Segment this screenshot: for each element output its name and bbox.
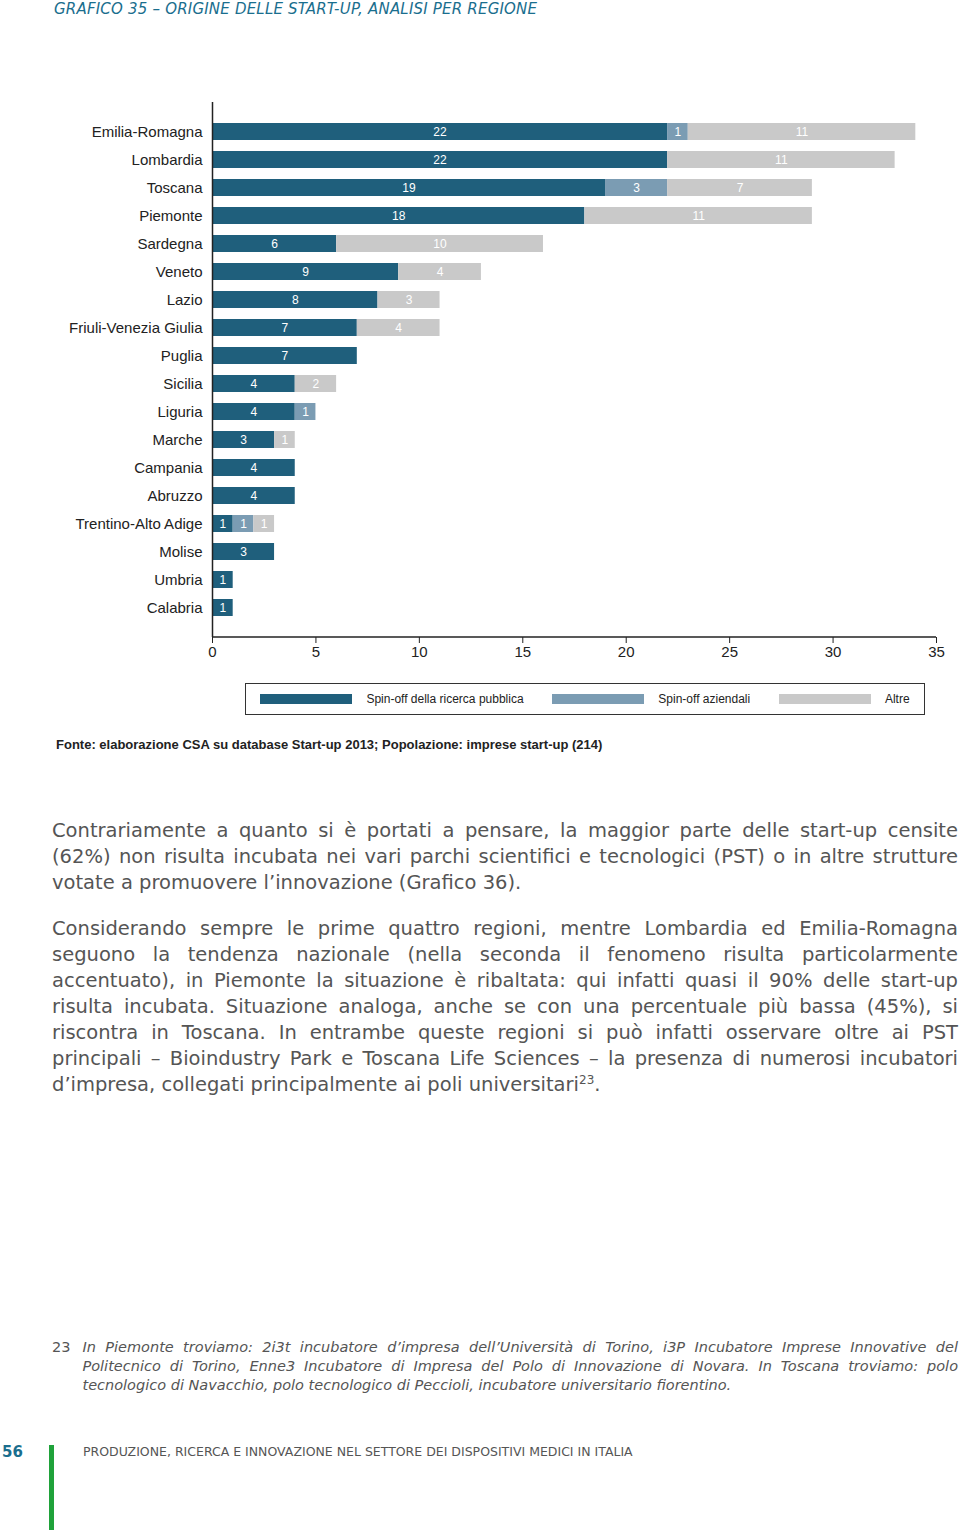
- svg-text:11: 11: [692, 209, 705, 223]
- svg-text:25: 25: [721, 643, 738, 660]
- svg-text:15: 15: [514, 643, 531, 660]
- svg-text:3: 3: [240, 433, 247, 447]
- svg-text:Liguria: Liguria: [157, 403, 203, 420]
- svg-text:Calabria: Calabria: [147, 599, 204, 616]
- svg-text:35: 35: [928, 643, 945, 660]
- html-text:Spin-off della ricerca pubblic: Spin-off della ricerca pubblica: [366, 692, 524, 706]
- html-text:Fonte: elaborazione CSA su dat: Fonte: elaborazione CSA su database Star…: [56, 737, 603, 752]
- svg-text:19: 19: [402, 181, 416, 195]
- svg-text:10: 10: [433, 237, 447, 251]
- svg-text:Toscana: Toscana: [147, 179, 204, 196]
- svg-text:22: 22: [433, 153, 447, 167]
- svg-text:Umbria: Umbria: [154, 571, 203, 588]
- svg-text:18: 18: [392, 209, 406, 223]
- svg-text:4: 4: [251, 405, 258, 419]
- html-text:56: 56: [2, 1443, 23, 1461]
- svg-text:5: 5: [312, 643, 320, 660]
- svg-text:10: 10: [411, 643, 428, 660]
- svg-text:Lazio: Lazio: [167, 291, 203, 308]
- svg-text:Abruzzo: Abruzzo: [147, 487, 202, 504]
- svg-text:30: 30: [825, 643, 842, 660]
- svg-text:3: 3: [406, 293, 413, 307]
- svg-text:1: 1: [261, 517, 268, 531]
- svg-text:4: 4: [251, 377, 258, 391]
- svg-text:4: 4: [251, 489, 258, 503]
- svg-text:11: 11: [796, 125, 809, 139]
- html-text:Spin-off aziendali: Spin-off aziendali: [658, 692, 751, 706]
- html-text:In Piemonte troviamo: 2i3t inc: In Piemonte troviamo: 2i3t incubatore d’…: [82, 1339, 958, 1393]
- svg-text:3: 3: [633, 181, 640, 195]
- svg-text:7: 7: [282, 349, 289, 363]
- svg-text:20: 20: [618, 643, 635, 660]
- svg-text:1: 1: [219, 601, 226, 615]
- svg-text:Molise: Molise: [159, 543, 202, 560]
- svg-text:6: 6: [271, 237, 278, 251]
- svg-text:7: 7: [282, 321, 289, 335]
- svg-text:1: 1: [240, 517, 247, 531]
- html-text:23: 23: [52, 1339, 71, 1355]
- svg-text:Lombardia: Lombardia: [132, 151, 204, 168]
- svg-text:Emilia-Romagna: Emilia-Romagna: [92, 123, 204, 140]
- svg-text:4: 4: [395, 321, 402, 335]
- html-text:PRODUZIONE, RICERCA E INNOVAZI: PRODUZIONE, RICERCA E INNOVAZIONE NEL SE…: [83, 1444, 633, 1459]
- svg-text:1: 1: [675, 125, 682, 139]
- html-text:Considerando sempre le prime q: Considerando sempre le prime quattro reg…: [52, 917, 958, 1096]
- svg-text:Campania: Campania: [134, 459, 203, 476]
- svg-text:Trentino-Alto Adige: Trentino-Alto Adige: [75, 515, 202, 532]
- svg-text:Marche: Marche: [152, 431, 202, 448]
- html-text:GRAFICO 35 – ORIGINE DELLE STA: GRAFICO 35 – ORIGINE DELLE START-UP, ANA…: [54, 0, 538, 18]
- svg-text:Friuli-Venezia Giulia: Friuli-Venezia Giulia: [69, 319, 203, 336]
- html-text:Altre: Altre: [884, 692, 910, 706]
- svg-text:Sardegna: Sardegna: [137, 235, 203, 252]
- svg-text:3: 3: [240, 545, 247, 559]
- svg-text:1: 1: [282, 433, 289, 447]
- svg-text:Puglia: Puglia: [161, 347, 203, 364]
- svg-text:8: 8: [292, 293, 299, 307]
- svg-text:1: 1: [302, 405, 309, 419]
- svg-text:Sicilia: Sicilia: [163, 375, 203, 392]
- svg-text:22: 22: [433, 125, 447, 139]
- svg-text:Veneto: Veneto: [156, 263, 203, 280]
- svg-text:1: 1: [219, 517, 226, 531]
- svg-text:11: 11: [775, 153, 788, 167]
- svg-text:9: 9: [302, 265, 309, 279]
- svg-text:4: 4: [251, 461, 258, 475]
- svg-text:7: 7: [737, 181, 744, 195]
- svg-text:4: 4: [437, 265, 444, 279]
- svg-text:1: 1: [219, 573, 226, 587]
- html-text:Contrariamente a quanto si è p: Contrariamente a quanto si è portati a p…: [52, 819, 958, 894]
- svg-text:0: 0: [208, 643, 216, 660]
- svg-text:2: 2: [313, 377, 320, 391]
- svg-text:Piemonte: Piemonte: [139, 207, 202, 224]
